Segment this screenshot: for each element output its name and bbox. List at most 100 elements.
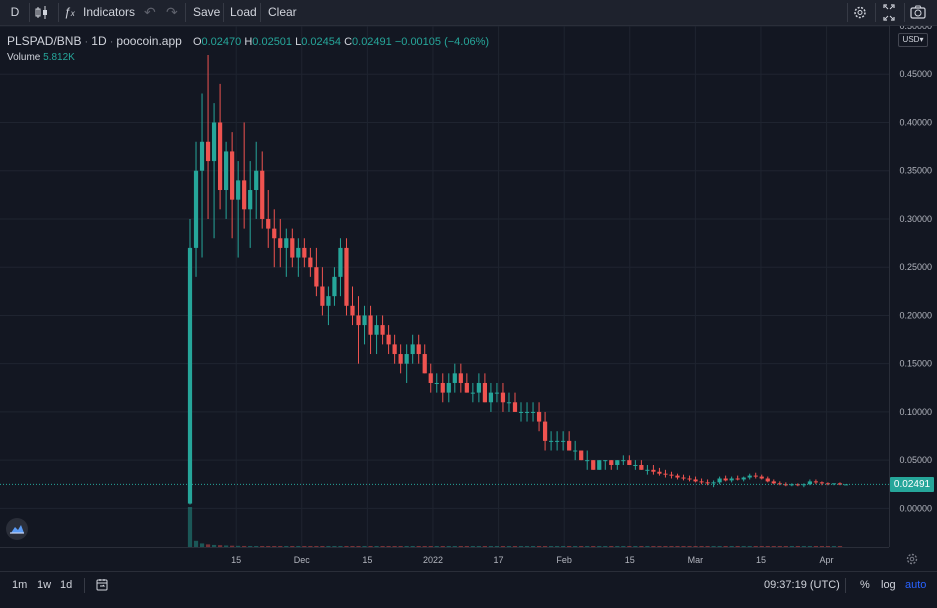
volume-bar (777, 546, 782, 547)
candle-body (783, 484, 788, 486)
candles-icon[interactable] (34, 0, 52, 25)
candle-body (579, 450, 584, 461)
candle-body (187, 247, 193, 504)
candle (693, 476, 698, 483)
candle-body (603, 460, 608, 462)
volume-bar (669, 546, 674, 547)
candle (266, 190, 271, 248)
utc-clock[interactable]: 09:37:19 (UTC) (764, 579, 840, 591)
candle-body (380, 325, 385, 335)
auto-toggle[interactable]: auto (905, 579, 927, 591)
candle-body (735, 478, 740, 480)
candle (825, 482, 831, 486)
candle (452, 363, 457, 393)
candle-body (458, 373, 463, 383)
candle-body (651, 469, 656, 472)
volume-bar (458, 546, 463, 547)
fullscreen-icon[interactable] (881, 0, 899, 25)
goto-date-icon[interactable] (95, 572, 109, 602)
candle (573, 440, 578, 461)
candle (278, 218, 283, 268)
candle-body (296, 247, 301, 258)
candle (422, 344, 427, 374)
volume-bar (272, 546, 277, 547)
volume-bar (573, 546, 578, 547)
candle-body (452, 373, 457, 383)
candle-body (278, 238, 283, 248)
price-tick-label: 0.20000 (899, 310, 932, 320)
clear-button[interactable]: Clear (268, 5, 297, 19)
candle (230, 132, 235, 239)
candle (735, 475, 740, 481)
volume-bar (765, 546, 770, 547)
volume-bar (434, 546, 439, 547)
candle (603, 460, 608, 470)
open-value: 0.02470 (201, 36, 242, 48)
chart-legend: PLSPAD/BNB · 1D · poocoin.app O0.02470 H… (7, 34, 489, 48)
candle-body (440, 382, 445, 393)
candle (597, 460, 602, 470)
candle (314, 247, 319, 297)
volume-bar (332, 546, 337, 547)
divider (84, 578, 85, 593)
currency-label: USD (902, 35, 920, 44)
candle-body (392, 344, 397, 355)
candle (224, 141, 229, 219)
axis-settings-gear-icon[interactable] (890, 548, 937, 570)
interval-selector[interactable]: D (10, 5, 20, 19)
volume-bar (416, 546, 421, 547)
candle (542, 411, 548, 451)
candle (579, 450, 584, 461)
symbol-name[interactable]: PLSPAD/BNB (7, 34, 82, 48)
percent-toggle[interactable]: % (860, 579, 870, 591)
save-button[interactable]: Save (193, 5, 221, 19)
candlestick-chart[interactable] (0, 26, 889, 547)
candle (308, 247, 313, 277)
time-tick-label: Dec (294, 555, 311, 565)
candle (789, 483, 794, 487)
candle (290, 228, 295, 268)
volume-bar (422, 546, 427, 547)
volume-bar (825, 546, 831, 547)
currency-selector[interactable]: USD▾ (898, 33, 928, 47)
volume-bar (506, 546, 512, 547)
volume-bar (693, 546, 698, 547)
candle (518, 402, 524, 422)
settings-gear-icon[interactable] (852, 0, 870, 25)
candle-body (609, 460, 614, 465)
volume-bar (476, 546, 481, 547)
logo-icon[interactable] (6, 518, 28, 540)
time-axis[interactable]: 15 Dec 15 2022 17 Feb 15 Mar 15 Apr (0, 547, 889, 571)
range-1d[interactable]: 1d (60, 579, 73, 591)
price-tick-label: 0.50000 (899, 26, 932, 31)
volume-bar (735, 546, 740, 547)
volume-bar (428, 546, 433, 547)
indicators-button[interactable]: Indicators (83, 5, 136, 19)
candle-body (254, 170, 259, 191)
redo-icon[interactable]: ↷ (166, 4, 178, 20)
price-axis[interactable]: 0.50000 0.45000 0.40000 0.35000 0.30000 0.250… (889, 26, 937, 547)
legend-separator: · (109, 36, 117, 48)
candle (777, 481, 782, 486)
load-button[interactable]: Load (230, 5, 257, 19)
undo-icon[interactable]: ↶ (144, 4, 156, 20)
volume-bar (494, 546, 500, 547)
volume-bar (795, 546, 800, 547)
volume-bar (771, 546, 776, 547)
candle-body (236, 180, 241, 200)
candle-body (555, 440, 560, 442)
volume-bar (687, 546, 692, 547)
candle (368, 305, 373, 355)
fx-icon[interactable]: ƒx (64, 5, 75, 19)
candle-body (332, 276, 337, 297)
log-toggle[interactable]: log (881, 579, 896, 591)
candle-body (717, 478, 722, 483)
candle (254, 141, 259, 219)
camera-icon[interactable] (909, 0, 929, 25)
range-1w[interactable]: 1w (37, 579, 52, 591)
low-label: L (295, 36, 302, 48)
price-tick-label: 0.15000 (899, 359, 932, 369)
volume-bar (440, 546, 445, 547)
range-1m[interactable]: 1m (12, 579, 28, 591)
time-tick-label: 15 (362, 555, 372, 565)
